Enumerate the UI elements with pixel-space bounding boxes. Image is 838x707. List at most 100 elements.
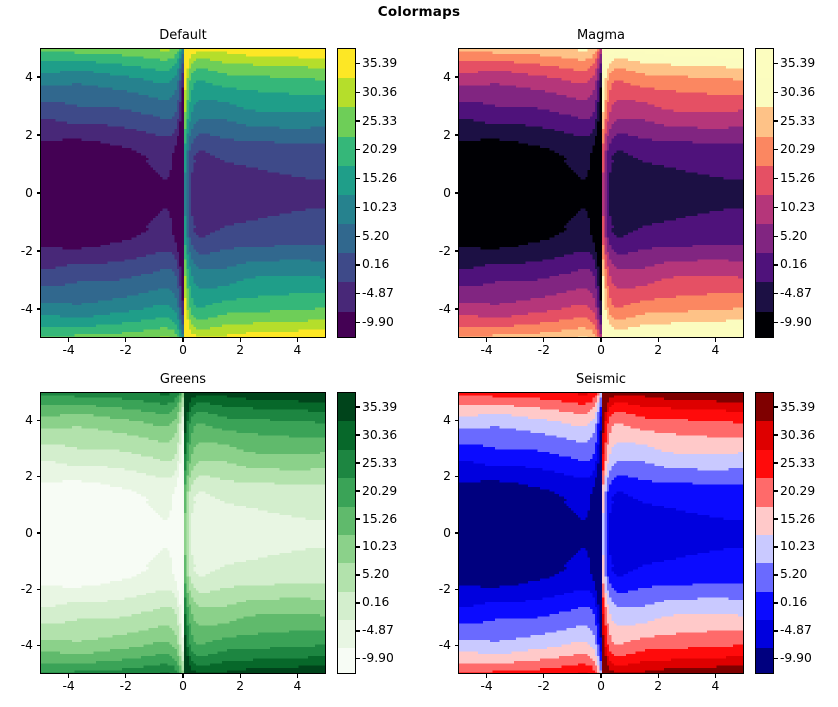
y-tick-mark bbox=[36, 134, 40, 136]
x-tick-label: 2 bbox=[654, 343, 663, 357]
x-tick-mark bbox=[657, 338, 659, 342]
colorbar-tick-label: -4.87 bbox=[780, 286, 812, 301]
y-tick-mark bbox=[454, 134, 458, 136]
y-tick-label: -2 bbox=[20, 243, 33, 258]
y-tick-mark bbox=[36, 76, 40, 78]
x-tick-mark bbox=[296, 674, 298, 678]
x-tick-mark bbox=[239, 338, 241, 342]
y-tick-label: 4 bbox=[25, 412, 33, 427]
x-tick-label: -4 bbox=[62, 343, 75, 357]
colorbar-tick-mark bbox=[774, 546, 778, 548]
x-tick-label: 0 bbox=[179, 343, 187, 357]
colorbar-tick-mark bbox=[774, 120, 778, 122]
x-tick-label: -2 bbox=[119, 343, 132, 357]
colorbar-tick-mark bbox=[774, 149, 778, 151]
colorbar-segment bbox=[338, 563, 355, 592]
colorbar-segment bbox=[338, 534, 355, 564]
y-tick-label: 2 bbox=[25, 469, 33, 484]
colorbar-tick-mark bbox=[774, 91, 778, 93]
subplot-title-default: Default bbox=[159, 28, 207, 43]
x-tick-mark bbox=[714, 674, 716, 678]
y-tick-mark bbox=[454, 476, 458, 478]
plot-area-seismic[interactable] bbox=[458, 392, 744, 674]
colorbar-tick-label: 5.20 bbox=[780, 228, 808, 243]
subplot-title-seismic: Seismic bbox=[575, 372, 627, 387]
y-tick-label: -4 bbox=[20, 301, 33, 316]
colorbar-segment bbox=[756, 393, 773, 422]
colorbar-tick-label: -4.87 bbox=[780, 623, 812, 638]
x-tick-label: 4 bbox=[293, 679, 302, 693]
colorbar-tick-label: 15.26 bbox=[362, 171, 398, 186]
x-tick-mark bbox=[182, 338, 184, 342]
colorbar-segment bbox=[338, 165, 355, 195]
colorbar-segment bbox=[756, 591, 773, 620]
colorbar-tick-label: 25.33 bbox=[362, 113, 398, 128]
colorbar-segment bbox=[338, 49, 355, 79]
y-tick-label: -4 bbox=[20, 638, 33, 653]
y-tick-label: -2 bbox=[438, 581, 451, 596]
y-tick-mark bbox=[36, 419, 40, 421]
x-tick-label: 4 bbox=[711, 679, 720, 693]
colorbar-segment bbox=[338, 282, 355, 312]
x-tick-mark bbox=[486, 338, 488, 342]
plot-area-greens[interactable] bbox=[40, 392, 326, 674]
colorbar-tick-label: 0.16 bbox=[362, 257, 390, 272]
x-tick-label: 4 bbox=[293, 343, 302, 357]
colorbar-segment bbox=[756, 478, 773, 507]
plot-area-magma[interactable] bbox=[458, 48, 744, 338]
y-tick-mark bbox=[454, 250, 458, 252]
x-tick-label: 0 bbox=[597, 679, 605, 693]
y-tick-label: 0 bbox=[25, 525, 33, 540]
x-tick-label: 2 bbox=[236, 679, 245, 693]
y-tick-label: 4 bbox=[443, 69, 451, 84]
x-tick-mark bbox=[600, 674, 602, 678]
colorbar-tick-label: 35.39 bbox=[362, 399, 398, 414]
colorbar-tick-mark bbox=[774, 62, 778, 65]
x-tick-label: -4 bbox=[62, 679, 75, 693]
colorbar-segment bbox=[338, 421, 355, 450]
colorbar-segment bbox=[756, 194, 773, 225]
colorbar-tick-mark bbox=[356, 120, 360, 122]
colorbar-tick-label: -9.90 bbox=[362, 315, 394, 329]
colorbar-segment bbox=[756, 136, 773, 166]
colorbar-segment bbox=[338, 648, 355, 673]
colorbar-tick-mark bbox=[356, 235, 360, 237]
y-tick-mark bbox=[36, 192, 40, 194]
colorbar-tick-mark bbox=[356, 546, 360, 548]
y-tick-label: -4 bbox=[438, 301, 451, 316]
colorbar-tick-label: -9.90 bbox=[362, 651, 394, 666]
colorbar-tick-mark bbox=[774, 406, 778, 408]
y-tick-label: 4 bbox=[443, 412, 451, 427]
x-tick-label: 2 bbox=[236, 343, 245, 357]
x-tick-label: -2 bbox=[537, 679, 550, 693]
colorbar-tick-label: 5.20 bbox=[362, 228, 390, 243]
x-tick-label: 0 bbox=[597, 343, 605, 357]
y-tick-mark bbox=[36, 308, 40, 310]
colorbar-segment bbox=[756, 107, 773, 137]
plot-area-default[interactable] bbox=[40, 48, 326, 338]
y-tick-label: 4 bbox=[25, 69, 33, 84]
colorbar-tick-mark bbox=[356, 630, 360, 632]
y-tick-label: -4 bbox=[438, 638, 451, 653]
colorbar-tick-mark bbox=[774, 206, 778, 208]
x-tick-label: 0 bbox=[179, 679, 187, 693]
x-tick-label: -2 bbox=[119, 679, 132, 693]
colorbar-segment bbox=[756, 534, 773, 564]
colorbar-tick-label: 15.26 bbox=[362, 511, 398, 526]
colorbar-tick-mark bbox=[774, 518, 778, 520]
y-tick-label: 0 bbox=[443, 525, 451, 540]
colorbar-tick-label: -4.87 bbox=[362, 623, 394, 638]
x-tick-label: -4 bbox=[480, 343, 493, 357]
colorbar-segment bbox=[338, 620, 355, 649]
colorbar-tick-mark bbox=[356, 206, 360, 208]
x-tick-mark bbox=[182, 674, 184, 678]
colorbar-segment bbox=[756, 224, 773, 254]
colorbar-tick-mark bbox=[356, 574, 360, 576]
colorbar-tick-label: -4.87 bbox=[362, 286, 394, 301]
colorbar-segment bbox=[756, 620, 773, 649]
colorbar-tick-mark bbox=[774, 293, 778, 295]
colorbar-segment bbox=[756, 449, 773, 479]
y-tick-mark bbox=[36, 476, 40, 478]
